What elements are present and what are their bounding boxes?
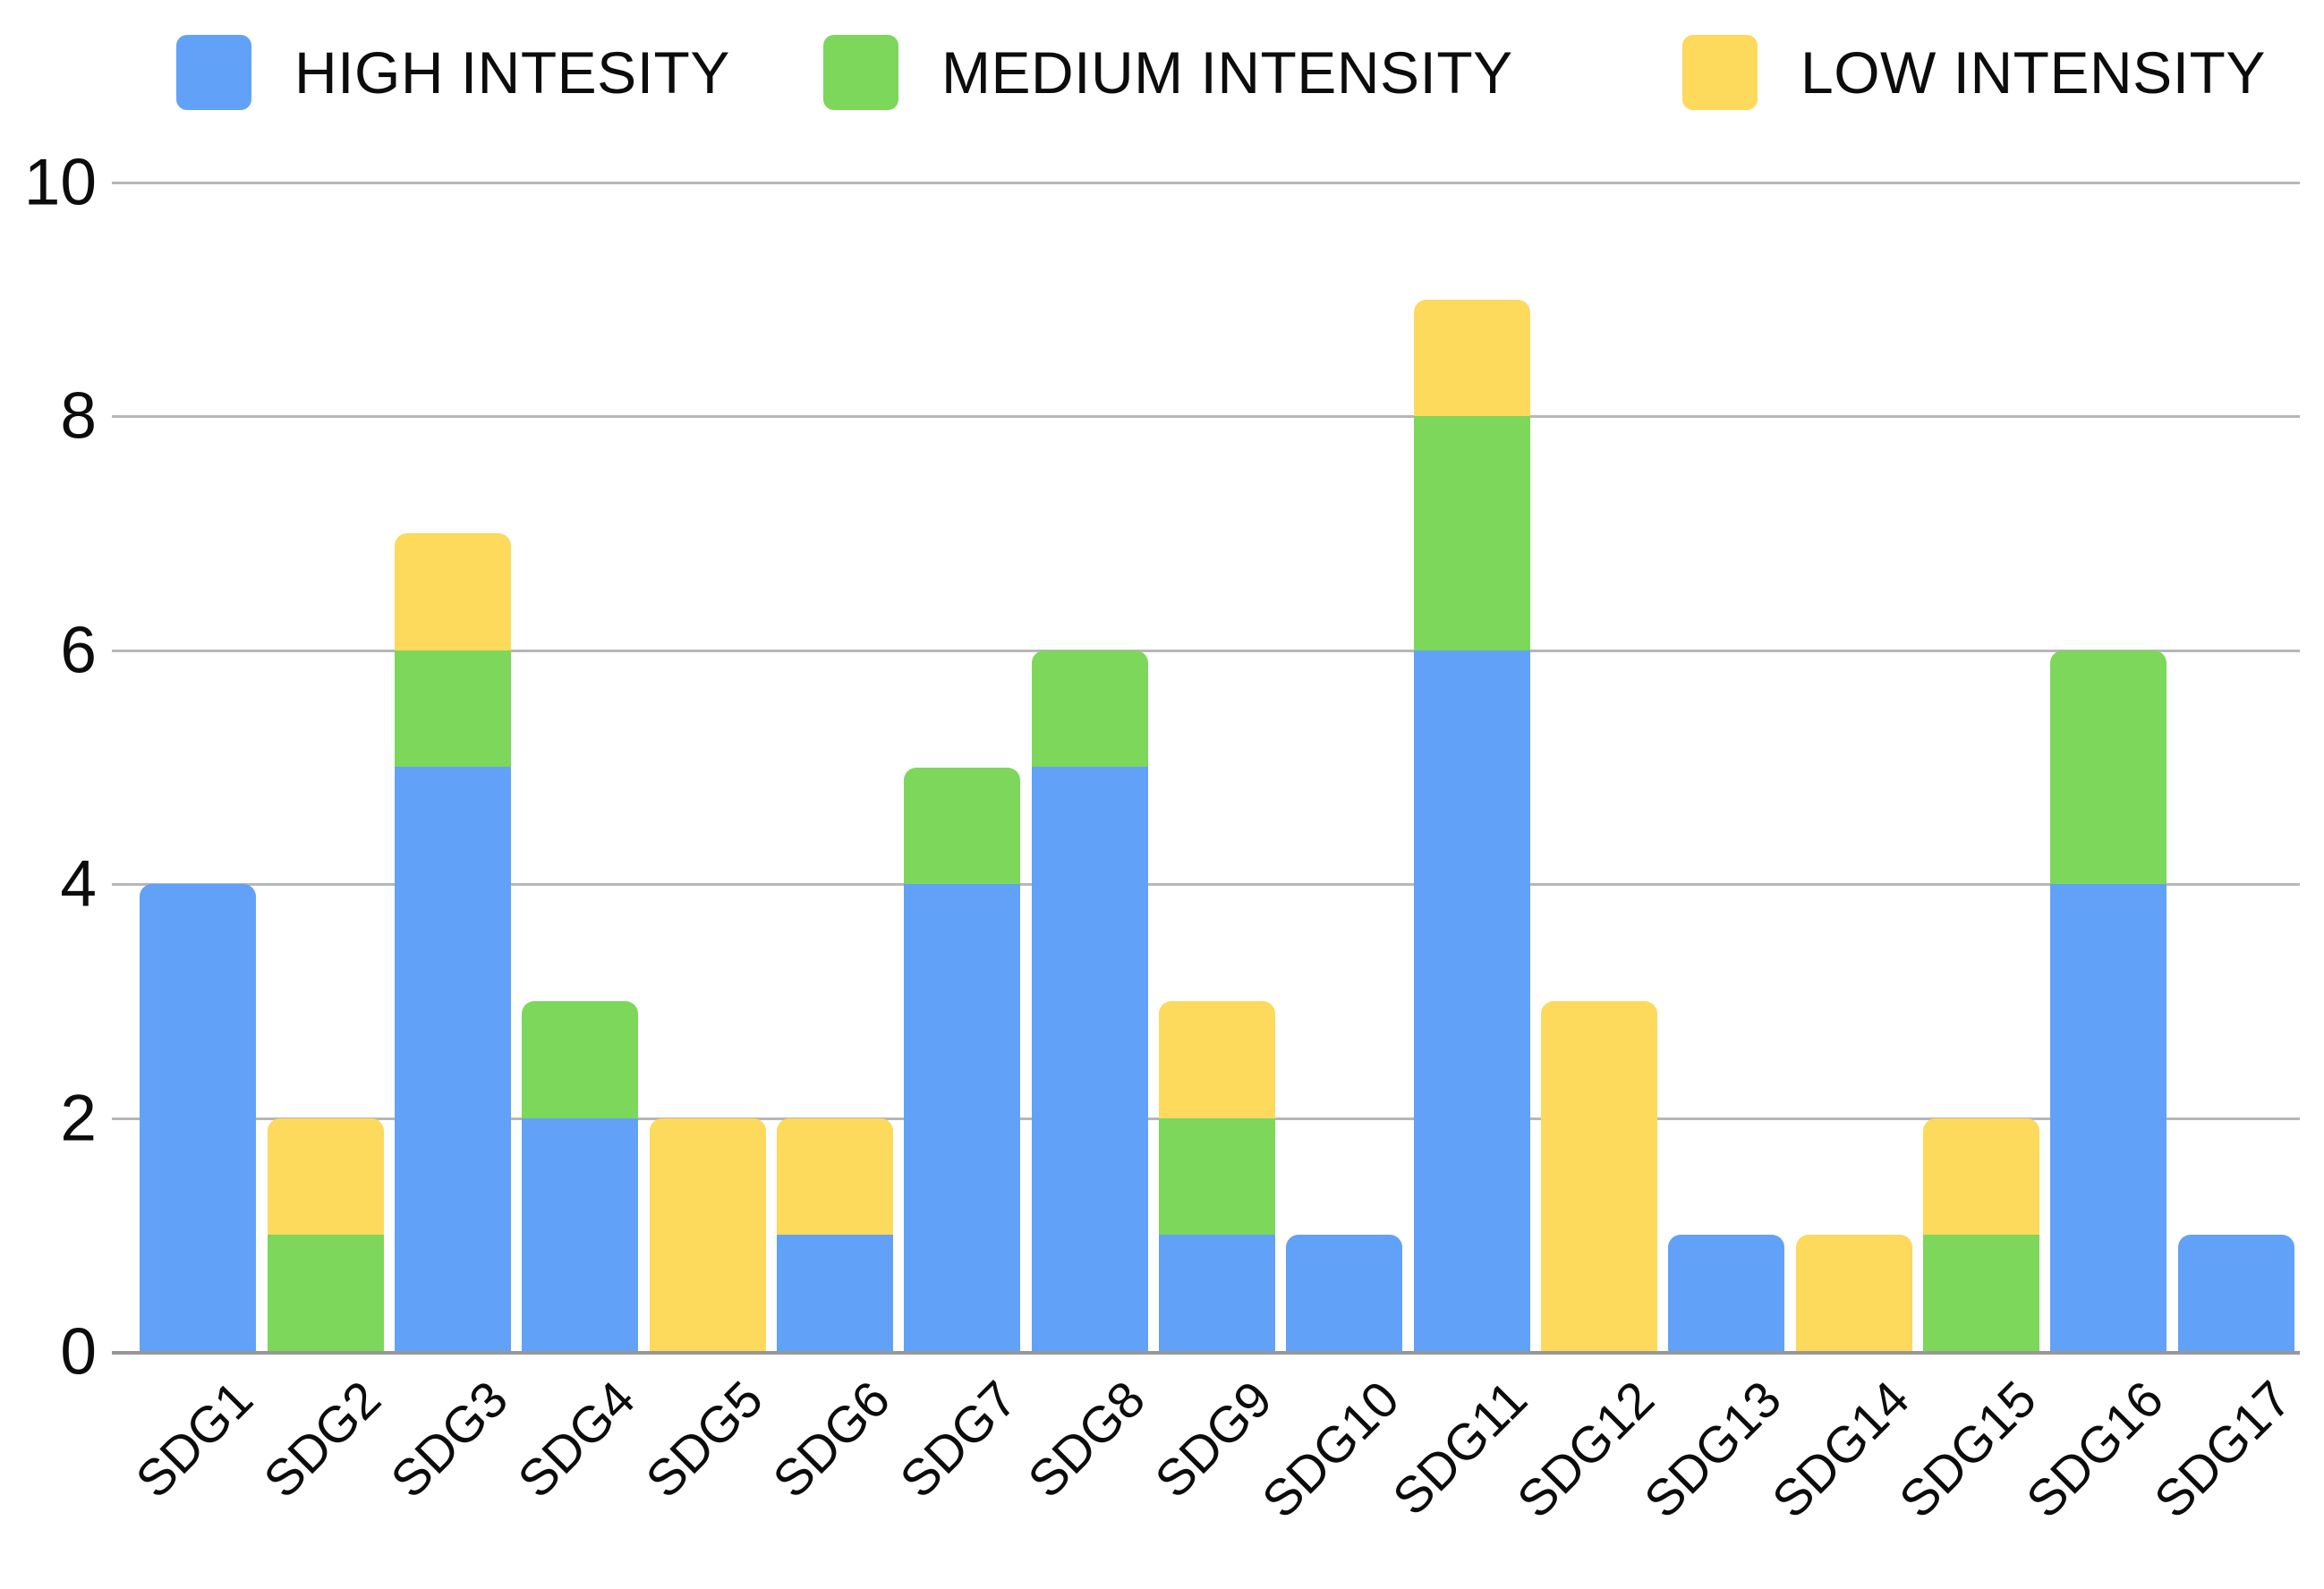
bar-sdg11 [1413,299,1530,1352]
legend-item-medium-intensity: MEDIUM INTENSITY [823,34,1513,111]
bar-sdg8 [1031,650,1148,1352]
x-axis-label-sdg17: SDG17 [2143,1370,2303,1530]
bar-segment-high-sdg16 [2050,884,2167,1352]
x-axis-label-sdg11: SDG11 [1382,1370,1538,1527]
x-axis-label-sdg12: SDG12 [1506,1370,1665,1530]
legend-swatch-high-intensity [176,35,251,110]
legend-label-medium-intensity: MEDIUM INTENSITY [941,39,1513,106]
y-axis-tick-label-2: 2 [60,1082,97,1155]
gridline-10 [112,182,2300,184]
bar-sdg7 [904,767,1021,1352]
x-axis-label-sdg13: SDG13 [1633,1370,1793,1530]
bar-segment-high-sdg11 [1413,650,1530,1352]
y-axis-tick-label-6: 6 [60,614,97,687]
bar-sdg9 [1159,1000,1275,1352]
bar-segment-high-sdg6 [776,1235,893,1352]
legend-item-high-intensity: HIGH INTESITY [176,34,730,111]
legend-swatch-low-intensity [1682,35,1758,110]
bar-sdg15 [1923,1117,2040,1352]
bar-segment-medium-sdg4 [522,1000,639,1118]
bar-sdg14 [1795,1235,1912,1352]
bar-segment-high-sdg3 [394,767,511,1352]
legend-label-low-intensity: LOW INTENSITY [1800,39,2266,106]
bar-segment-low-sdg6 [776,1117,893,1236]
legend-item-low-intensity: LOW INTENSITY [1682,34,2266,111]
x-axis-label-sdg3: SDG3 [379,1370,519,1509]
bar-segment-medium-sdg16 [2050,650,2167,885]
x-axis-label-sdg6: SDG6 [762,1370,901,1509]
bar-segment-high-sdg1 [140,884,257,1352]
bar-segment-low-sdg2 [267,1117,384,1236]
bar-sdg17 [2177,1235,2294,1352]
bar-sdg4 [522,1000,639,1352]
y-axis-tick-label-0: 0 [60,1315,97,1389]
y-axis-tick-label-10: 10 [23,146,97,219]
bar-sdg16 [2050,650,2167,1352]
x-axis-label-sdg2: SDG2 [252,1370,392,1509]
legend-label-high-intensity: HIGH INTESITY [294,39,730,106]
x-axis-label-sdg14: SDG14 [1761,1370,1920,1530]
bar-sdg12 [1541,1000,1658,1352]
gridline-4 [112,883,2300,887]
gridline-6 [112,649,2300,652]
bar-sdg5 [649,1117,766,1352]
bar-segment-low-sdg14 [1795,1235,1912,1352]
y-axis-tick-label-8: 8 [60,379,97,453]
bar-sdg1 [140,884,257,1352]
bar-segment-medium-sdg2 [267,1235,384,1352]
bar-segment-high-sdg7 [904,884,1021,1352]
bar-segment-medium-sdg3 [394,650,511,768]
x-axis-label-sdg7: SDG7 [890,1370,1029,1509]
x-axis-label-sdg16: SDG16 [2015,1370,2175,1530]
bar-sdg13 [1668,1235,1785,1352]
bar-segment-high-sdg13 [1668,1235,1785,1352]
x-axis-label-sdg5: SDG5 [634,1370,774,1509]
bar-segment-low-sdg11 [1413,299,1530,417]
bar-segment-high-sdg17 [2177,1235,2294,1352]
bar-segment-low-sdg15 [1923,1117,2040,1236]
bar-sdg10 [1286,1235,1403,1352]
x-axis-label-sdg15: SDG15 [1888,1370,2047,1530]
x-axis-label-sdg4: SDG4 [507,1370,647,1509]
bar-segment-medium-sdg8 [1031,650,1148,768]
bar-segment-low-sdg9 [1159,1000,1275,1118]
bar-segment-high-sdg9 [1159,1235,1275,1352]
x-axis-label-sdg8: SDG8 [1017,1370,1156,1509]
bar-segment-high-sdg4 [522,1117,639,1352]
bar-sdg3 [394,533,511,1352]
x-axis-label-sdg10: SDG10 [1251,1370,1411,1530]
gridline-8 [112,415,2300,419]
y-axis-tick-label-4: 4 [60,847,97,921]
bar-segment-medium-sdg7 [904,767,1021,885]
bar-segment-medium-sdg11 [1413,416,1530,650]
bar-segment-low-sdg12 [1541,1000,1658,1352]
bar-segment-low-sdg5 [649,1117,766,1352]
bar-segment-high-sdg10 [1286,1235,1403,1352]
bar-sdg6 [776,1117,893,1352]
bar-segment-medium-sdg15 [1923,1235,2040,1352]
bar-segment-high-sdg8 [1031,767,1148,1352]
bar-segment-low-sdg3 [394,533,511,650]
legend-swatch-medium-intensity [823,35,898,110]
x-axis-line [112,1351,2300,1355]
bar-segment-medium-sdg9 [1159,1117,1275,1236]
bar-sdg2 [267,1117,384,1352]
x-axis-label-sdg1: SDG1 [124,1370,265,1509]
